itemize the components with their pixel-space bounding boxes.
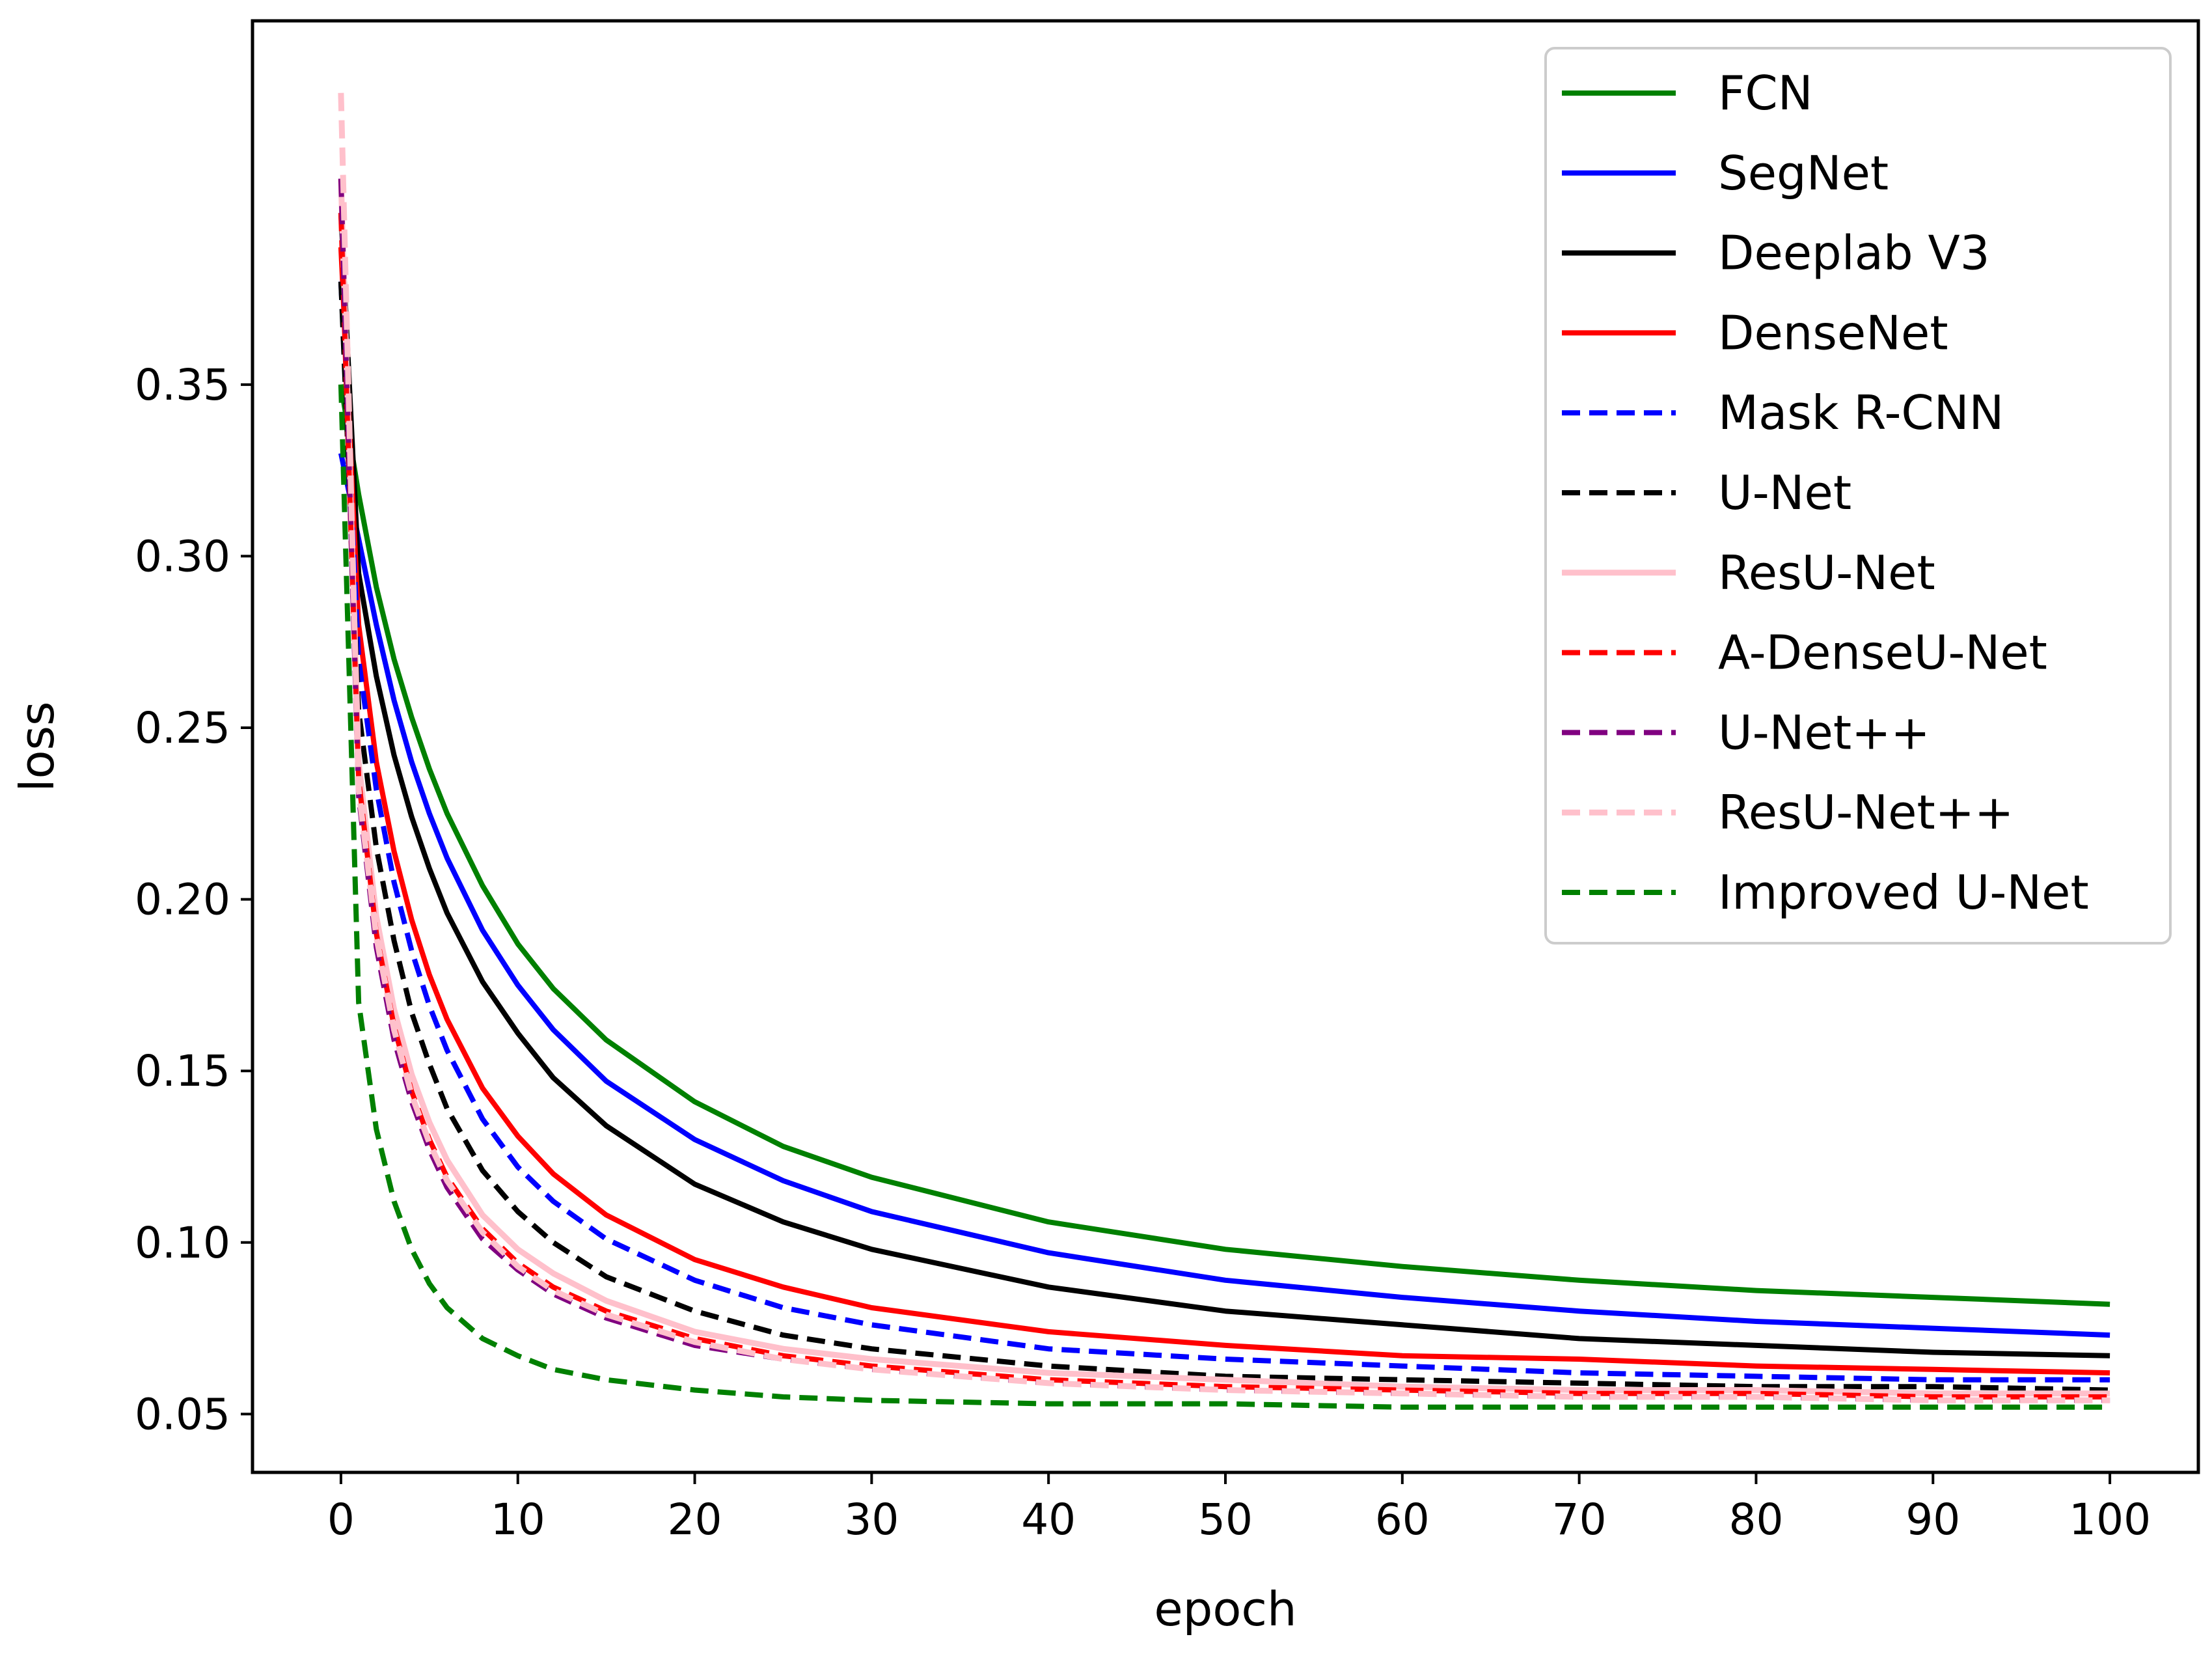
y-axis-label: loss xyxy=(10,701,64,792)
x-tick-label: 10 xyxy=(491,1495,545,1545)
legend-item-improved-u-net: Improved U-Net xyxy=(1562,865,2089,920)
legend-label: Deeplab V3 xyxy=(1718,226,1990,281)
legend-item-u-net: U-Net xyxy=(1562,465,1851,520)
x-tick-label: 80 xyxy=(1728,1495,1783,1545)
y-tick-label: 0.35 xyxy=(135,360,230,410)
x-tick-label: 40 xyxy=(1021,1495,1076,1545)
series-line-improved-u-net xyxy=(338,384,2110,1410)
legend-item-u-netplusplus: U-Net++ xyxy=(1562,705,1930,760)
x-tick-label: 30 xyxy=(844,1495,899,1545)
series-line-resu-net xyxy=(338,178,2110,1397)
series-line-densenet xyxy=(338,247,2110,1376)
y-tick-label: 0.25 xyxy=(135,703,230,753)
y-tick-label: 0.05 xyxy=(135,1389,230,1439)
y-tick-label: 0.30 xyxy=(135,531,230,581)
legend-label: SegNet xyxy=(1718,146,1889,200)
legend-label: ResU-Net++ xyxy=(1718,785,2014,840)
legend-label: U-Net++ xyxy=(1718,705,1930,760)
series-layer xyxy=(338,92,2110,1410)
series-line-deeplab-v3 xyxy=(338,213,2110,1358)
x-tick-label: 60 xyxy=(1375,1495,1430,1545)
y-tick-label: 0.15 xyxy=(135,1046,230,1096)
legend-item-resu-net: ResU-Net xyxy=(1562,545,1935,600)
legend-label: Mask R-CNN xyxy=(1718,385,2004,440)
x-axis-ticks: 0 10 20 30 40 50 60 70 80 90 100 xyxy=(327,1472,2151,1545)
y-axis-ticks: 0.05 0.10 0.15 0.20 0.25 0.30 0.35 xyxy=(135,360,253,1439)
legend-item-a-denseu-net: A-DenseU-Net xyxy=(1562,626,2047,680)
legend-item-fcn: FCN xyxy=(1562,66,1813,120)
legend-item-segnet: SegNet xyxy=(1562,146,1889,200)
series-line-fcn xyxy=(338,384,2110,1307)
x-tick-label: 70 xyxy=(1552,1495,1607,1545)
series-line-a-denseu-net xyxy=(338,213,2110,1399)
legend-item-densenet: DenseNet xyxy=(1562,305,1948,360)
x-tick-label: 90 xyxy=(1905,1495,1960,1545)
legend-label: Improved U-Net xyxy=(1718,865,2089,920)
x-axis-label: epoch xyxy=(1154,1582,1296,1636)
legend-label: A-DenseU-Net xyxy=(1718,626,2047,680)
x-tick-label: 0 xyxy=(327,1495,355,1545)
x-tick-label: 100 xyxy=(2069,1495,2151,1545)
legend-label: FCN xyxy=(1718,66,1813,120)
legend: FCN SegNet Deeplab V3 DenseNet Mask R-CNN U-N… xyxy=(1544,47,2172,944)
legend-item-deeplab-v3: Deeplab V3 xyxy=(1562,226,1990,281)
series-line-u-net xyxy=(338,281,2110,1393)
legend-items: FCN SegNet Deeplab V3 DenseNet Mask R-CNN U-N… xyxy=(1562,66,2089,920)
series-line-resu-netplusplus xyxy=(338,92,2110,1403)
legend-box xyxy=(1544,47,2172,944)
y-tick-label: 0.20 xyxy=(135,875,230,925)
y-tick-label: 0.10 xyxy=(135,1218,230,1268)
legend-item-mask-r-cnn: Mask R-CNN xyxy=(1562,385,2004,440)
legend-label: DenseNet xyxy=(1718,305,1948,360)
legend-item-resu-netplusplus: ResU-Net++ xyxy=(1562,785,2014,840)
legend-label: ResU-Net xyxy=(1718,545,1935,600)
x-tick-label: 20 xyxy=(668,1495,722,1545)
series-line-segnet xyxy=(338,452,2110,1338)
legend-label: U-Net xyxy=(1718,465,1851,520)
x-tick-label: 50 xyxy=(1198,1495,1253,1545)
